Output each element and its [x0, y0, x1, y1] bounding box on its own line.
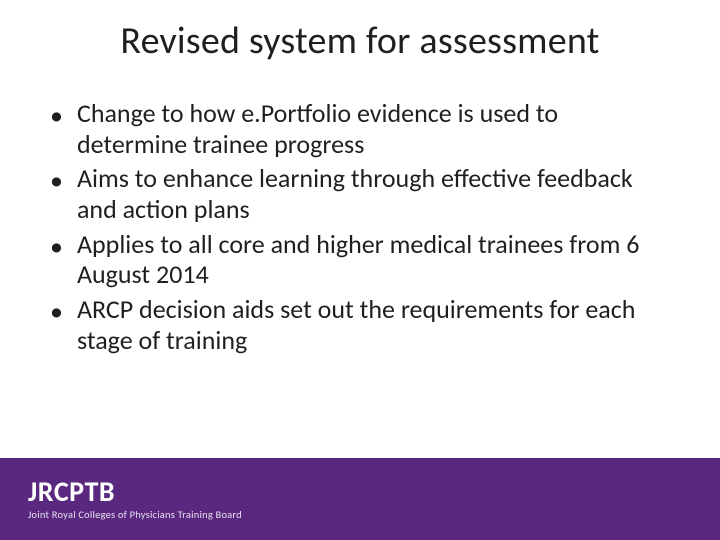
list-item: • Applies to all core and higher medical…	[50, 229, 670, 290]
bullet-marker-icon: •	[50, 165, 63, 196]
bullet-text: Change to how e.Portfolio evidence is us…	[77, 98, 670, 159]
list-item: • Aims to enhance learning through effec…	[50, 163, 670, 224]
list-item: • Change to how e.Portfolio evidence is …	[50, 98, 670, 159]
list-item: • ARCP decision aids set out the require…	[50, 294, 670, 355]
bullet-list: • Change to how e.Portfolio evidence is …	[50, 98, 670, 359]
bullet-text: Applies to all core and higher medical t…	[77, 229, 670, 290]
footer-band: JRCPTB Joint Royal Colleges of Physician…	[0, 458, 720, 540]
slide-title: Revised system for assessment	[0, 18, 720, 64]
footer-logo: JRCPTB Joint Royal Colleges of Physician…	[28, 477, 242, 521]
bullet-marker-icon: •	[50, 100, 63, 131]
bullet-text: ARCP decision aids set out the requireme…	[77, 294, 670, 355]
bullet-text: Aims to enhance learning through effecti…	[77, 163, 670, 224]
bullet-marker-icon: •	[50, 296, 63, 327]
slide: Revised system for assessment • Change t…	[0, 0, 720, 540]
logo-sub-text: Joint Royal Colleges of Physicians Train…	[28, 508, 242, 521]
logo-main-text: JRCPTB	[28, 477, 242, 506]
bullet-marker-icon: •	[50, 231, 63, 262]
